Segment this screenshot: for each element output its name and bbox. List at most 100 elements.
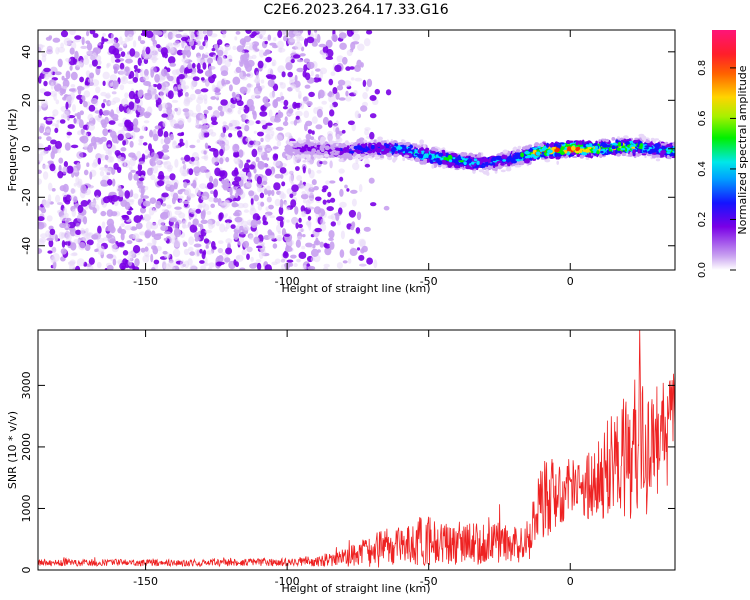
spectrogram-noise-blob xyxy=(174,158,179,168)
spectrogram-noise-blob xyxy=(47,144,52,151)
spectrogram-noise-blob xyxy=(163,52,168,59)
spectrogram-noise-blob xyxy=(342,56,348,65)
spectrogram-signal-cell xyxy=(419,153,424,159)
spectrogram-noise-blob xyxy=(103,196,110,204)
spectrogram-noise-blob xyxy=(236,100,244,107)
spectrogram-noise-blob xyxy=(95,195,100,201)
spectrogram-noise-blob xyxy=(117,227,123,234)
spectrogram-noise-blob xyxy=(305,199,311,209)
spectrogram-noise-blob xyxy=(65,95,74,105)
spectrogram-noise-blob xyxy=(197,189,201,196)
spectrogram-noise-blob xyxy=(162,144,170,151)
spectrogram-noise-blob xyxy=(239,61,244,67)
spectrogram-noise-blob xyxy=(182,241,188,248)
spectrogram-noise-blob xyxy=(124,92,129,99)
spectrogram-noise-blob xyxy=(298,90,302,99)
spectrogram-noise-blob xyxy=(89,171,93,180)
spectrogram-noise-blob xyxy=(203,203,210,212)
spectrogram-noise-blob xyxy=(38,143,44,152)
spectrogram-noise-blob xyxy=(245,137,251,143)
spectrogram-noise-blob xyxy=(385,89,392,96)
spectrogram-noise-blob xyxy=(113,69,118,74)
spectrogram-noise-blob xyxy=(353,90,358,95)
spectrogram-noise-blob xyxy=(325,39,333,48)
spectrogram-noise-blob xyxy=(208,74,216,84)
spectrogram-noise-blob xyxy=(296,235,303,241)
spectrogram-noise-blob xyxy=(351,123,356,132)
spectrogram-noise-blob xyxy=(261,247,266,257)
spectrogram-signal-cell xyxy=(306,157,310,162)
spectrogram-noise-blob xyxy=(132,118,139,127)
spectrogram-noise-blob xyxy=(129,157,136,167)
spectrogram-noise-blob xyxy=(79,98,83,105)
spectrogram-noise-blob xyxy=(122,77,126,82)
spectrogram-noise-blob xyxy=(161,203,167,207)
spectrogram-noise-blob xyxy=(108,45,117,55)
spectrogram-noise-blob xyxy=(259,192,265,199)
spectrogram-signal-cell xyxy=(353,142,359,147)
spectrogram-noise-blob xyxy=(290,83,297,89)
spectrogram-noise-blob xyxy=(266,189,273,195)
spectrogram-noise-blob xyxy=(301,210,307,218)
spectrogram-noise-blob xyxy=(313,107,318,114)
spectrogram-noise-blob xyxy=(290,58,295,64)
spectrogram-noise-blob xyxy=(183,248,190,256)
spectrogram-noise-blob xyxy=(114,150,121,156)
spectrogram-noise-blob xyxy=(351,198,357,207)
spectrogram-noise-blob xyxy=(45,36,52,41)
spectrogram-noise-blob xyxy=(210,190,214,194)
spectrogram-noise-blob xyxy=(239,170,246,176)
spectrogram-noise-blob xyxy=(122,139,126,146)
spectrogram-noise-blob xyxy=(139,231,146,236)
spectrogram-noise-blob xyxy=(369,113,377,119)
spectrogram-signal-cell xyxy=(433,161,437,164)
spectrogram-noise-blob xyxy=(243,52,250,59)
spectrogram-noise-blob xyxy=(294,41,303,50)
spectrogram-signal-cell xyxy=(300,153,305,158)
spectrogram-noise-blob xyxy=(92,33,99,38)
spectrogram-signal-cell xyxy=(611,137,616,141)
spectrogram-noise-blob xyxy=(143,214,151,222)
spectrogram-noise-blob xyxy=(295,166,300,171)
spectrogram-noise-blob xyxy=(327,191,332,198)
spectrogram-noise-blob xyxy=(51,123,57,127)
spectrogram-noise-blob xyxy=(271,261,278,266)
spectrogram-noise-blob xyxy=(167,75,174,82)
spectrogram-noise-blob xyxy=(330,221,336,227)
spectrogram-noise-blob xyxy=(52,253,60,262)
spectrogram-noise-blob xyxy=(106,63,110,69)
spectrogram-signal-cell xyxy=(652,138,657,144)
spectrogram-noise-blob xyxy=(276,224,281,233)
spectrogram-noise-blob xyxy=(99,167,107,171)
spectrogram-noise-blob xyxy=(232,45,237,51)
spectrogram-noise-blob xyxy=(185,49,192,58)
spectrogram-noise-blob xyxy=(246,159,251,163)
spectrogram-noise-blob xyxy=(349,238,355,244)
spectrogram-noise-blob xyxy=(62,192,67,198)
spectrogram-noise-blob xyxy=(71,208,77,217)
spectrogram-noise-blob xyxy=(221,105,226,113)
spectrogram-noise-blob xyxy=(80,45,88,50)
spectrogram-noise-blob xyxy=(180,36,189,42)
spectrogram-noise-blob xyxy=(76,151,84,159)
spectrogram-noise-blob xyxy=(54,71,62,76)
spectrogram-noise-blob xyxy=(321,188,327,193)
spectrogram-signal-cell xyxy=(571,152,577,156)
spectrogram-noise-blob xyxy=(347,120,355,126)
spectrogram-noise-blob xyxy=(299,30,304,34)
spectrogram-noise-blob xyxy=(242,167,250,173)
spectrogram-noise-blob xyxy=(140,170,146,176)
spectrogram-noise-blob xyxy=(251,31,257,37)
spectrogram-signal-cell xyxy=(500,169,506,173)
spectrogram-noise-blob xyxy=(75,265,81,270)
spectrogram-noise-blob xyxy=(112,178,116,187)
spectrogram-noise-blob xyxy=(282,106,288,110)
spectrogram-noise-blob xyxy=(301,245,306,250)
spectrogram-noise-blob xyxy=(266,126,274,131)
spectrogram-noise-blob xyxy=(133,193,139,200)
spectrogram-noise-blob xyxy=(207,57,213,64)
spectrogram-noise-blob xyxy=(108,120,116,125)
spectrogram-signal-cell xyxy=(521,146,527,151)
spectrogram-noise-blob xyxy=(356,247,361,251)
spectrogram-noise-blob xyxy=(199,248,203,254)
